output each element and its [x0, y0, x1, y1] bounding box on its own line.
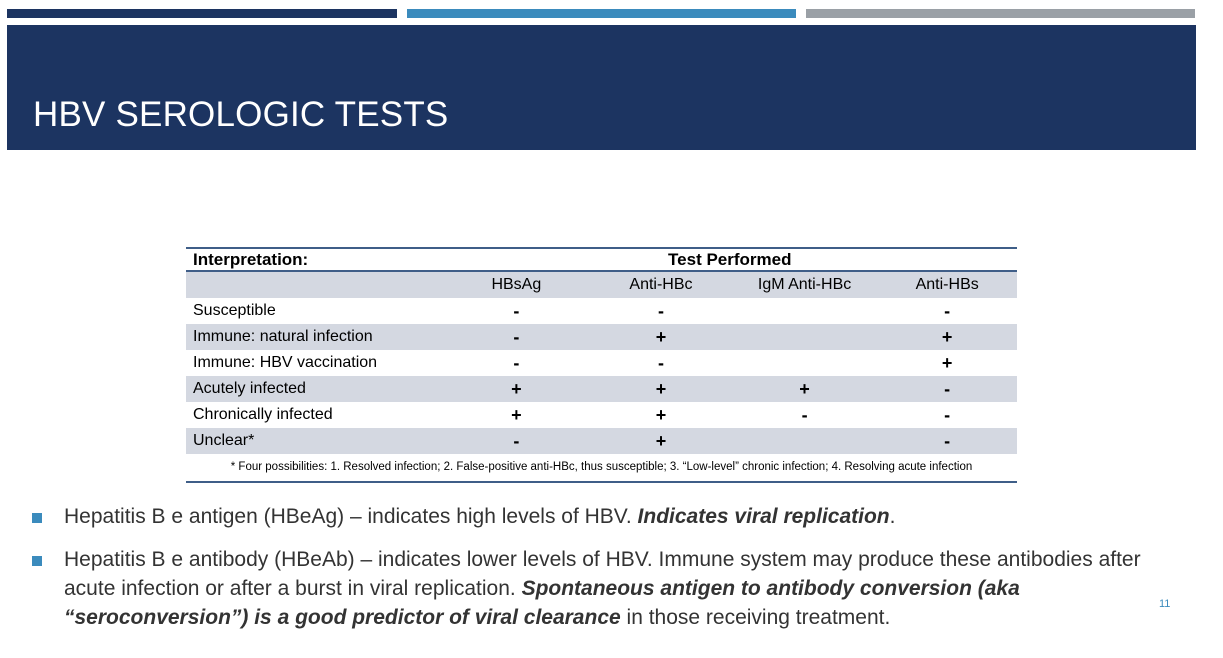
column-header-row: HBsAg Anti-HBc IgM Anti-HBc Anti-HBs	[186, 271, 1017, 298]
accent-bar-blue	[407, 9, 796, 18]
accent-bar-dark	[7, 9, 397, 18]
cell-value: -	[944, 300, 951, 321]
bullet-hbeab: Hepatitis B e antibody (HBeAb) – indicat…	[30, 545, 1150, 632]
cell-value	[732, 428, 878, 454]
cell-value: +	[655, 378, 667, 399]
cell-value: -	[513, 326, 520, 347]
bullet-text: Hepatitis B e antigen (HBeAg) – indicate…	[64, 505, 638, 528]
serology-table: Interpretation: Test Performed HBsAg Ant…	[186, 247, 1017, 483]
bullet-hbeag: Hepatitis B e antigen (HBeAg) – indicate…	[30, 502, 1150, 531]
empty-header-cell	[186, 271, 443, 298]
cell-value: -	[513, 300, 520, 321]
table-row: Chronically infected + + - -	[186, 402, 1017, 428]
row-label: Immune: HBV vaccination	[193, 354, 378, 371]
column-header-igm-anti-hbc: IgM Anti-HBc	[757, 276, 852, 293]
cell-value: -	[657, 352, 664, 373]
cell-value: +	[511, 404, 522, 425]
bullet-emphasis: Indicates viral replication	[637, 505, 890, 528]
slide-title: HBV SEROLOGIC TESTS	[33, 95, 449, 134]
cell-value: +	[655, 326, 667, 347]
column-header-anti-hbc: Anti-HBc	[629, 276, 693, 293]
cell-value: +	[799, 378, 810, 399]
serology-table-grid: Interpretation: Test Performed HBsAg Ant…	[186, 247, 1017, 454]
square-bullet-icon	[32, 513, 42, 523]
bullet-text: Hepatitis B e antibody (HBeAb) – indicat…	[64, 548, 1141, 600]
bullet-emphasis: Spontaneous antigen to antibody conversi…	[64, 577, 1020, 629]
cell-value: +	[655, 404, 667, 425]
table-footnote: * Four possibilities: 1. Resolved infect…	[186, 454, 1017, 483]
column-header-hbsag: HBsAg	[491, 276, 542, 293]
table-header-row: Interpretation: Test Performed	[186, 248, 1017, 272]
cell-value: -	[513, 430, 520, 451]
interpretation-header: Interpretation:	[186, 248, 443, 272]
cell-value: +	[941, 352, 953, 373]
cell-value: +	[655, 430, 667, 451]
cell-value: -	[657, 300, 664, 321]
square-bullet-icon	[32, 556, 42, 566]
table-row: Unclear* - + -	[186, 428, 1017, 454]
row-label: Acutely infected	[193, 380, 306, 397]
cell-value	[732, 324, 878, 350]
bullet-text-end: .	[889, 505, 896, 528]
row-label: Immune: natural infection	[193, 328, 373, 345]
bullet-list: Hepatitis B e antigen (HBeAg) – indicate…	[30, 502, 1150, 646]
cell-value	[732, 298, 878, 324]
table-row: Susceptible - - -	[186, 298, 1017, 324]
table-row: Immune: natural infection - + +	[186, 324, 1017, 350]
cell-value: -	[944, 378, 951, 399]
table-row: Immune: HBV vaccination - - +	[186, 350, 1017, 376]
row-label: Susceptible	[193, 302, 276, 319]
page-number: 11	[1159, 598, 1171, 610]
table-row: Acutely infected + + + -	[186, 376, 1017, 402]
cell-value: +	[941, 326, 953, 347]
title-band: HBV SEROLOGIC TESTS	[7, 25, 1196, 150]
cell-value: -	[944, 404, 951, 425]
row-label: Chronically infected	[193, 406, 333, 423]
row-label: Unclear*	[193, 432, 255, 449]
accent-bar-gray	[806, 9, 1195, 18]
cell-value: -	[513, 352, 520, 373]
column-header-anti-hbs: Anti-HBs	[915, 276, 979, 293]
bullet-text-end: in those receiving treatment.	[620, 606, 891, 629]
cell-value: +	[511, 378, 522, 399]
cell-value: -	[801, 404, 808, 425]
test-performed-header: Test Performed	[442, 248, 1017, 272]
cell-value: -	[944, 430, 951, 451]
cell-value	[732, 350, 878, 376]
